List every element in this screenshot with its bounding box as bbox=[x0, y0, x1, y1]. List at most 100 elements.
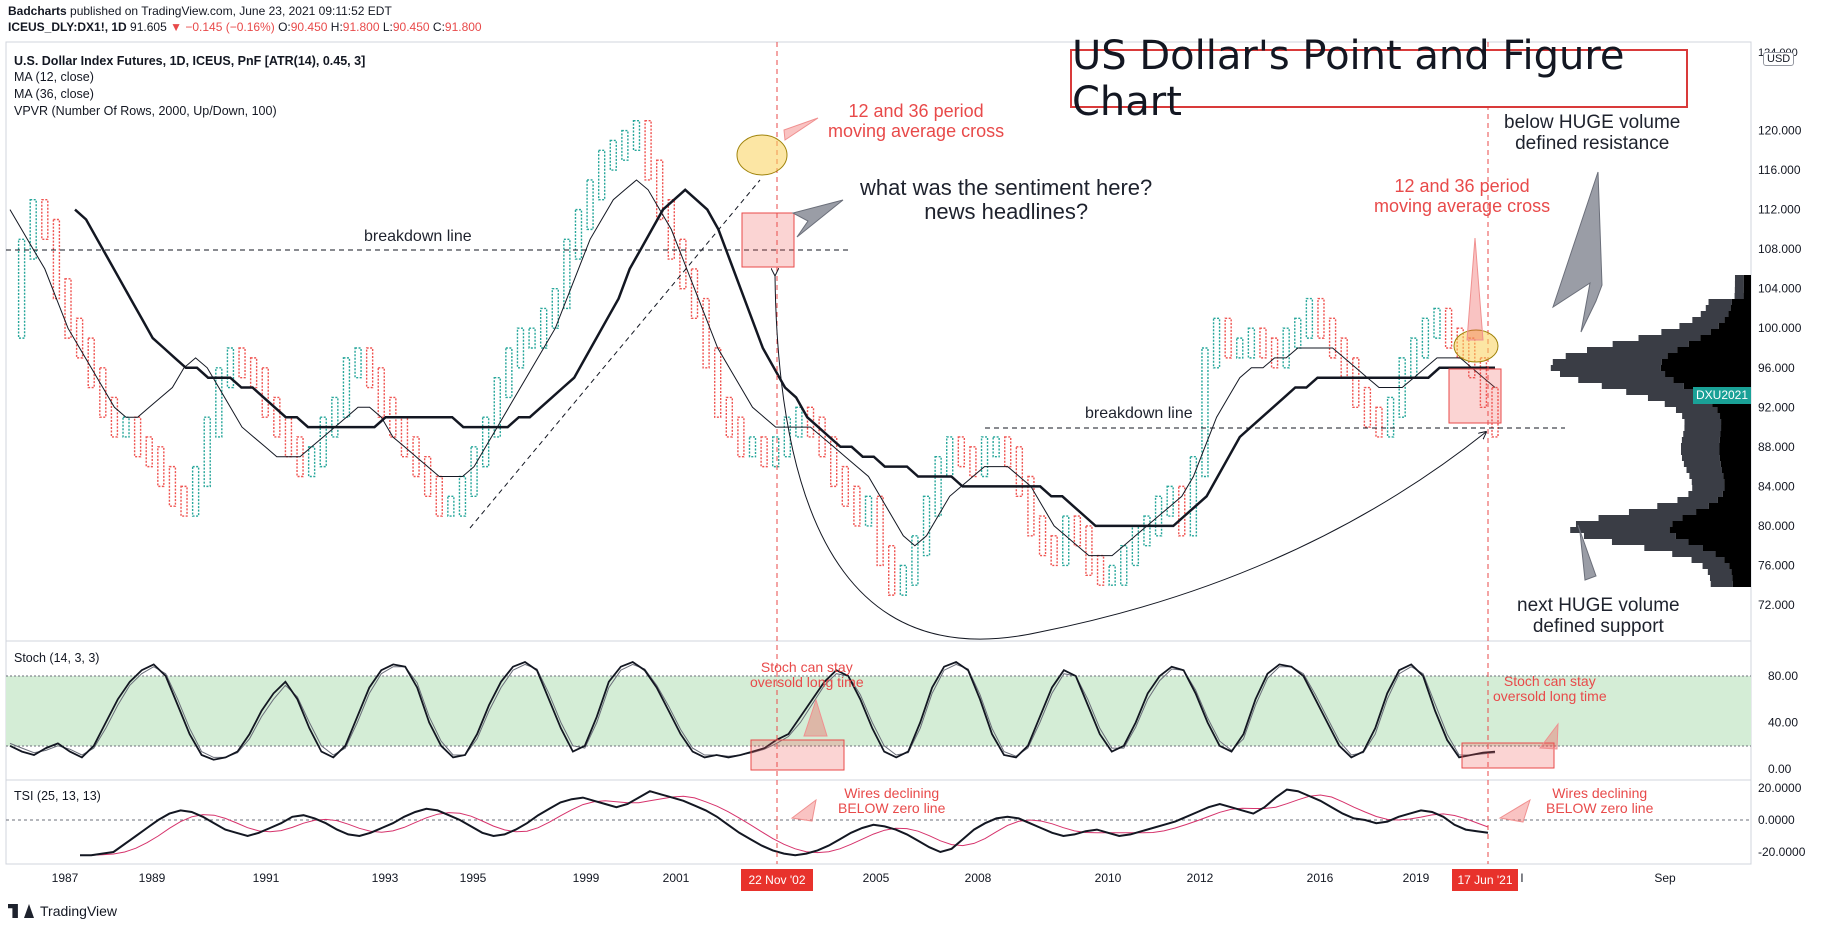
pnf-column bbox=[342, 357, 351, 418]
volume-bar-down bbox=[1724, 317, 1751, 323]
pnf-column bbox=[830, 436, 838, 488]
stoch-k-line bbox=[9, 660, 1496, 761]
price-tick-label: 108.000 bbox=[1758, 242, 1802, 256]
pnf-column bbox=[1421, 317, 1430, 359]
pnf-column bbox=[1236, 337, 1244, 359]
pnf-column bbox=[307, 446, 316, 478]
volume-bar-up bbox=[1601, 383, 1684, 389]
symbol-name[interactable]: ICEUS_DLY:DX1!, 1D bbox=[8, 20, 127, 34]
volume-bar-down bbox=[1719, 455, 1751, 461]
note-stoch-1: Stoch can stay oversold long time bbox=[750, 659, 864, 691]
pnf-column bbox=[609, 139, 617, 171]
time-tick-label: l bbox=[1521, 871, 1524, 885]
pnf-column bbox=[470, 446, 478, 497]
pnf-column bbox=[191, 465, 200, 517]
date-tag-2021: 17 Jun '21 bbox=[1452, 869, 1518, 891]
pnf-column bbox=[29, 199, 37, 260]
volume-bar-up bbox=[1700, 311, 1729, 317]
legend-stoch[interactable]: Stoch (14, 3, 3) bbox=[14, 651, 100, 665]
volume-bar-down bbox=[1719, 449, 1751, 455]
stoch-d-line bbox=[9, 663, 1496, 758]
volume-bar-down bbox=[1660, 365, 1751, 371]
volume-bar-down bbox=[1721, 467, 1751, 473]
volume-bar-up bbox=[1734, 287, 1744, 293]
pnf-column bbox=[377, 367, 385, 418]
legend-main[interactable]: U.S. Dollar Index Futures, 1D, ICEUS, Pn… bbox=[14, 54, 366, 68]
price-tick-label: 116.000 bbox=[1758, 163, 1801, 177]
volume-bar-down bbox=[1708, 503, 1751, 509]
cup-arc bbox=[775, 275, 1486, 640]
pnf-column bbox=[52, 218, 61, 300]
volume-bar-down bbox=[1730, 305, 1751, 311]
note-sentiment: what was the sentiment here? news headlin… bbox=[860, 175, 1153, 225]
volume-bar-up bbox=[1734, 293, 1744, 299]
high-value: 91.800 bbox=[342, 20, 380, 34]
volume-bar-up bbox=[1679, 323, 1719, 329]
pnf-column bbox=[1328, 317, 1337, 359]
arrow-resistance bbox=[1552, 171, 1603, 333]
tradingview-logo[interactable]: TradingView bbox=[8, 903, 117, 919]
legend-tsi[interactable]: TSI (25, 13, 13) bbox=[14, 789, 101, 803]
legend-ma12[interactable]: MA (12, close) bbox=[14, 70, 94, 84]
volume-bar-down bbox=[1722, 491, 1751, 497]
pnf-column bbox=[888, 544, 896, 596]
legend-ma36[interactable]: MA (36, close) bbox=[14, 87, 94, 101]
volume-bar-down bbox=[1669, 527, 1751, 533]
arrow-stoch-1 bbox=[803, 698, 828, 737]
price-axis[interactable]: 72.000 76.000 80.000 84.000 88.000 92.000 96.0… bbox=[1758, 47, 1806, 859]
stoch-tick-label: 0.00 bbox=[1768, 762, 1792, 776]
stoch-box-2 bbox=[1461, 742, 1555, 769]
pnf-column bbox=[586, 179, 594, 231]
author-name[interactable]: Badcharts bbox=[8, 4, 67, 18]
time-tick-label: 1989 bbox=[139, 871, 166, 885]
pnf-column bbox=[667, 199, 675, 260]
time-axis[interactable]: 1987 1989 1991 1993 1995 1999 2001 2005 2008 2010… bbox=[52, 871, 1676, 885]
pnf-column bbox=[168, 465, 177, 507]
volume-bar-down bbox=[1743, 275, 1751, 281]
volume-bar-up bbox=[1677, 497, 1718, 503]
pnf-column bbox=[1050, 535, 1058, 567]
pnf-column bbox=[1212, 317, 1221, 369]
volume-bar-up bbox=[1550, 365, 1661, 371]
volume-bar-up bbox=[1611, 539, 1689, 545]
pnf-column bbox=[1154, 495, 1163, 537]
pnf-column bbox=[412, 436, 420, 478]
volume-bar-up bbox=[1657, 503, 1709, 509]
volume-bar-up bbox=[1688, 491, 1723, 497]
pnf-column bbox=[423, 456, 432, 497]
price-tick-label: 104.000 bbox=[1758, 282, 1802, 296]
volume-bar-up bbox=[1692, 485, 1725, 491]
volume-bar-down bbox=[1731, 299, 1751, 305]
low-value: 90.450 bbox=[392, 20, 430, 34]
tsi-line bbox=[80, 788, 1489, 857]
volume-bar-down bbox=[1696, 509, 1751, 515]
pnf-column bbox=[539, 307, 548, 349]
currency-label[interactable]: USD bbox=[1763, 52, 1795, 66]
pnf-column bbox=[1386, 396, 1395, 438]
pnf-column bbox=[331, 396, 339, 438]
volume-bar-down bbox=[1720, 461, 1751, 467]
pnf-column bbox=[273, 396, 281, 438]
time-tick-label: 2001 bbox=[663, 871, 690, 885]
volume-bar-up bbox=[1683, 431, 1721, 437]
price-tick-label: 76.000 bbox=[1758, 558, 1795, 572]
legend-vpvr[interactable]: VPVR (Number Of Rows, 2000, Up/Down, 100… bbox=[14, 104, 277, 118]
pnf-column bbox=[957, 436, 966, 468]
time-tick-label: 1993 bbox=[372, 871, 399, 885]
pnf-column bbox=[1247, 327, 1256, 359]
volume-bar-down bbox=[1688, 341, 1751, 347]
volume-bar-up bbox=[1684, 425, 1722, 431]
note-resistance: below HUGE volume defined resistance bbox=[1504, 112, 1681, 154]
pnf-column bbox=[528, 327, 536, 349]
pnf-column bbox=[180, 485, 188, 517]
pnf-column bbox=[1282, 327, 1290, 369]
volume-bar-up bbox=[1691, 557, 1725, 563]
low-label: L: bbox=[382, 20, 393, 34]
tradingview-logo-icon bbox=[8, 904, 18, 918]
volume-bar-up bbox=[1680, 449, 1720, 455]
volume-bar-up bbox=[1578, 377, 1674, 383]
volume-bar-up bbox=[1691, 479, 1725, 485]
pnf-column bbox=[1131, 525, 1140, 567]
quote-line: ICEUS_DLY:DX1!, 1D 91.605 ▼ −0.145 (−0.1… bbox=[8, 20, 482, 34]
pnf-column bbox=[1015, 446, 1024, 497]
